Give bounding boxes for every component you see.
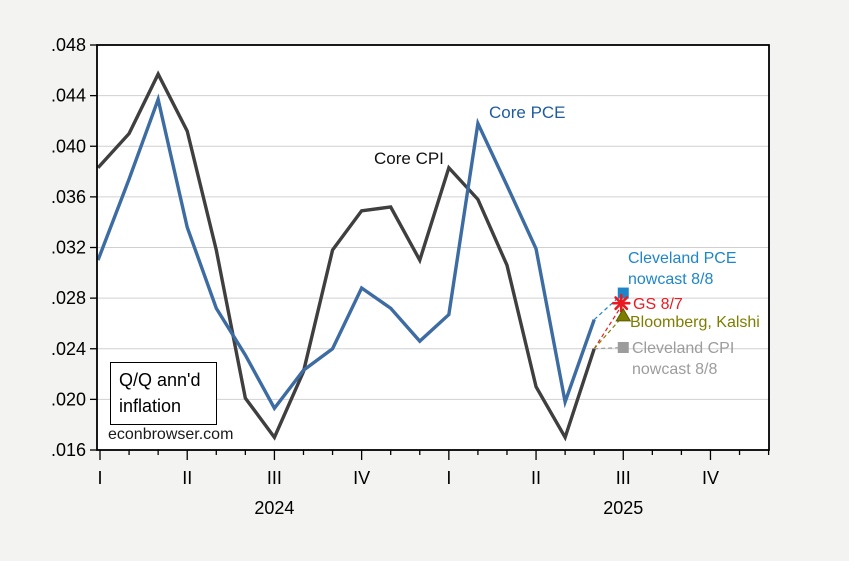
x-year-label: 2024 (254, 498, 294, 518)
marker-star-gs-8-7 (611, 293, 631, 313)
series-label-core-cpi: Core CPI (374, 149, 444, 168)
x-quarter-label: II (531, 468, 541, 488)
plot-border (96, 44, 770, 451)
marker-triangle-bloomberg-kalshi (615, 307, 632, 322)
x-quarter-label: IV (353, 468, 370, 488)
x-quarter-label: I (97, 468, 102, 488)
series-line-core-pce (96, 93, 596, 412)
annotation-cleveland-cpi-line2: nowcast 8/8 (632, 361, 718, 378)
y-tick-label: .024 (51, 339, 86, 359)
note-box-line1: Q/Q ann'd (119, 370, 201, 390)
note-box-line2: inflation (119, 396, 182, 416)
forecast-leader-line (593, 302, 624, 350)
y-tick-label: .028 (51, 288, 86, 308)
y-tick-label: .036 (51, 187, 86, 207)
x-quarter-label: II (182, 468, 192, 488)
econbrowser-watermark: econbrowser.com (108, 426, 234, 443)
y-tick-label: .020 (51, 389, 86, 409)
annotation-cleveland-pce-nowcast: Cleveland PCE nowcast 8/8 (628, 248, 737, 290)
y-tick-label: .032 (51, 238, 86, 258)
annotation-gs-forecast: GS 8/7 (633, 296, 683, 313)
marker-square-cleveland-pce-nowcast-8-8 (617, 287, 629, 299)
note-box: Q/Q ann'd inflation (110, 362, 217, 425)
y-tick-label: .040 (51, 136, 86, 156)
annotation-cleveland-pce-line2: nowcast 8/8 (628, 271, 714, 288)
annotation-cleveland-pce-line1: Cleveland PCE (628, 250, 737, 267)
x-quarter-label: I (446, 468, 451, 488)
annotation-bloomberg-kalshi: Bloomberg, Kalshi (630, 314, 760, 331)
annotation-cleveland-cpi-nowcast: Cleveland CPI nowcast 8/8 (632, 338, 734, 380)
y-tick-label: .044 (51, 86, 86, 106)
x-quarter-label: III (616, 468, 631, 488)
annotation-cleveland-cpi-line1: Cleveland CPI (632, 340, 735, 357)
series-line-core-cpi (96, 70, 596, 442)
marker-square-cleveland-cpi-nowcast-8-8 (617, 341, 629, 353)
x-quarter-label: IV (702, 468, 719, 488)
x-quarter-label: III (267, 468, 282, 488)
y-tick-label: .016 (51, 440, 86, 460)
series-label-core-pce: Core PCE (489, 103, 566, 122)
x-year-label: 2025 (603, 498, 643, 518)
y-tick-label: .048 (51, 35, 86, 55)
